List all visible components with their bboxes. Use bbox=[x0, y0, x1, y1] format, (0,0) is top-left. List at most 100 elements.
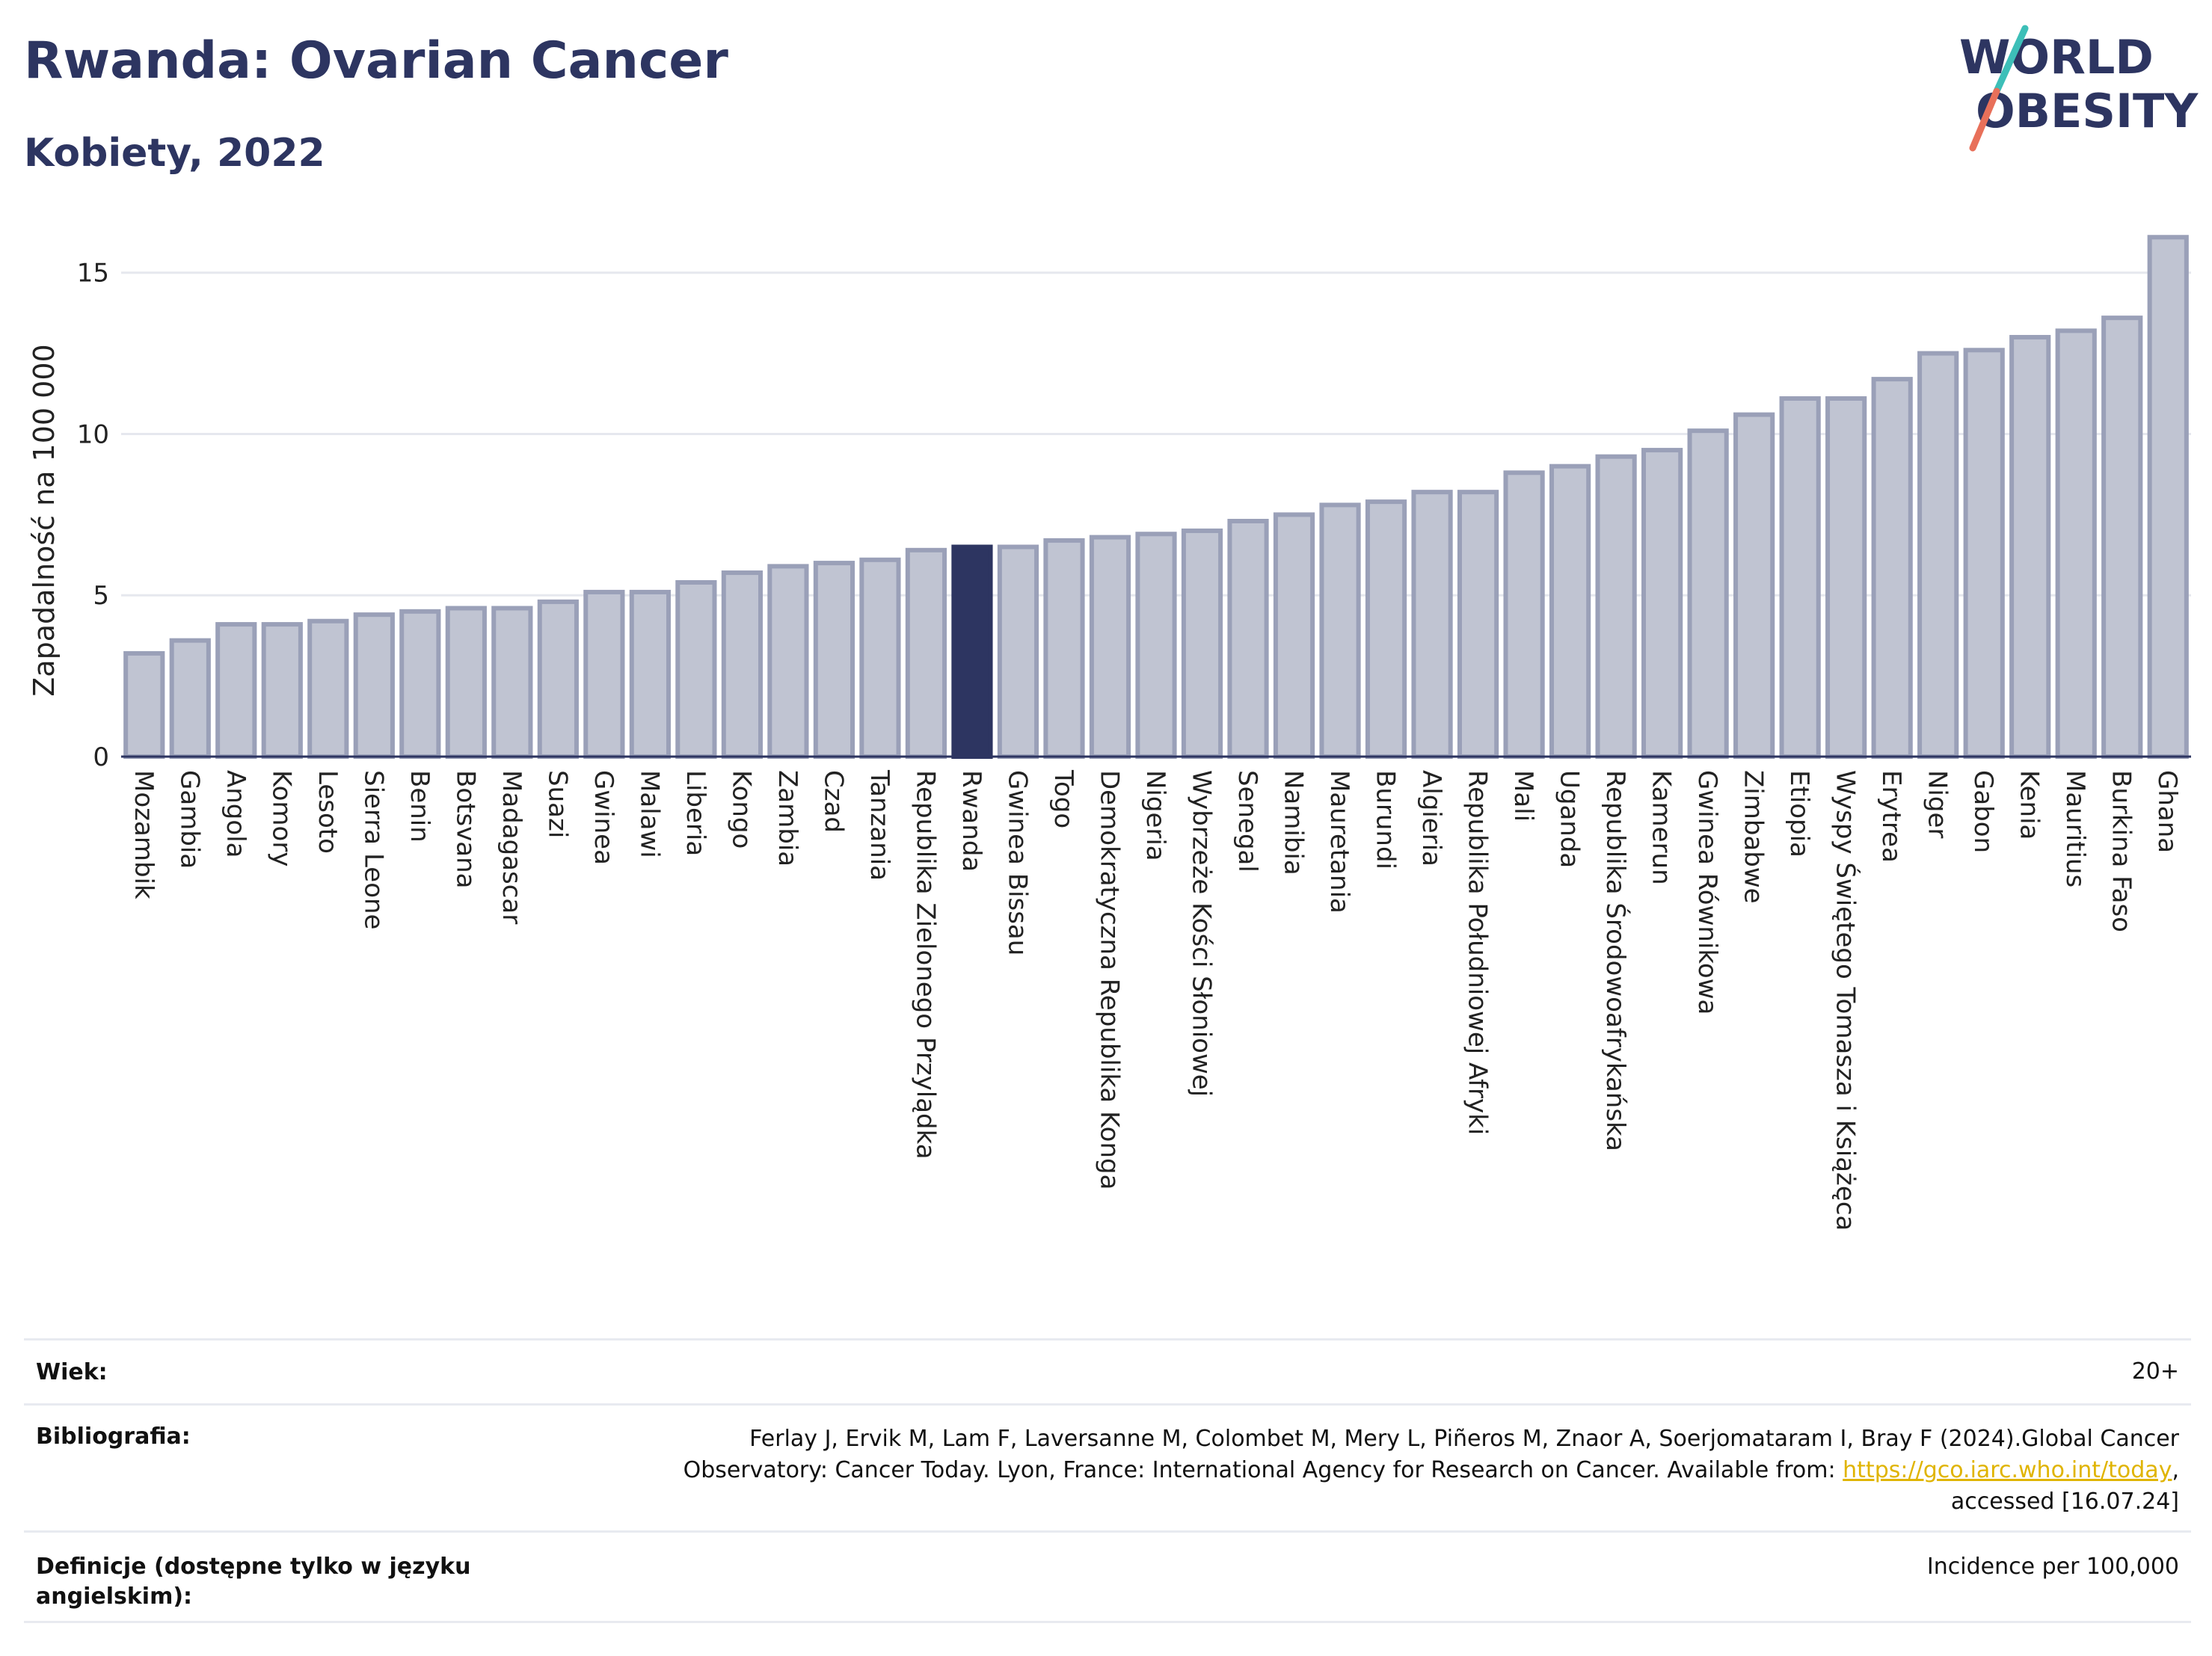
bar-togo bbox=[1043, 538, 1085, 759]
bibliography-comma: , bbox=[2172, 1457, 2179, 1483]
y-tick-label: 5 bbox=[93, 581, 109, 611]
bar-niger bbox=[1917, 351, 1959, 759]
definitions-label: Definicje (dostępne tylko w języku angie… bbox=[36, 1554, 471, 1610]
x-tick-label: Republika Południowej Afryki bbox=[1463, 770, 1493, 1135]
x-tick-label: Tanzania bbox=[864, 769, 894, 881]
x-tick-label: Algieria bbox=[1416, 770, 1446, 867]
chart-subtitle: Kobiety, 2022 bbox=[24, 131, 325, 176]
x-tick-label: Burundi bbox=[1371, 770, 1401, 869]
bar-ghana bbox=[2147, 235, 2189, 759]
x-tick-label: Nigeria bbox=[1140, 770, 1170, 861]
bar-lesoto bbox=[307, 618, 349, 759]
bar-komory bbox=[261, 622, 303, 760]
x-tick-label: Lesoto bbox=[313, 770, 342, 854]
bibliography-line2: Observatory: Cancer Today. Lyon, France:… bbox=[683, 1457, 1843, 1483]
x-tick-label: Liberia bbox=[681, 770, 710, 856]
y-tick-label: 10 bbox=[77, 419, 109, 449]
bibliography-label: Bibliografia: bbox=[36, 1423, 191, 1450]
bar-gwinea bbox=[583, 589, 625, 759]
bar-mauritius bbox=[2055, 328, 2097, 759]
bar-zimbabwe bbox=[1733, 412, 1775, 759]
bar-republika-środowoafrykańska bbox=[1595, 454, 1637, 759]
footer-row-bibliography: Bibliografia: Ferlay J, Ervik M, Lam F, … bbox=[24, 1403, 2191, 1530]
x-tick-label: Sierra Leone bbox=[358, 770, 388, 929]
bar-suazi bbox=[537, 599, 579, 760]
bars bbox=[123, 235, 2189, 760]
definitions-value: Incidence per 100,000 bbox=[1926, 1554, 2179, 1580]
x-tick-label: Mauritius bbox=[2060, 770, 2090, 887]
bar-senegal bbox=[1227, 518, 1269, 760]
bar-rwanda bbox=[951, 544, 993, 759]
bar-namibia bbox=[1273, 512, 1315, 759]
x-tick-label: Kenia bbox=[2015, 770, 2044, 840]
x-tick-label: Etiopia bbox=[1784, 770, 1814, 858]
x-tick-label: Malawi bbox=[634, 770, 664, 858]
x-tick-label: Gwinea bbox=[589, 770, 618, 865]
x-tick-label: Zimbabwe bbox=[1739, 770, 1769, 904]
bar-nigeria bbox=[1135, 532, 1177, 759]
bar-mali bbox=[1503, 470, 1545, 759]
bar-liberia bbox=[675, 579, 717, 759]
x-tick-label: Madagascar bbox=[497, 770, 526, 924]
x-tick-label: Republika Środowoafrykańska bbox=[1600, 770, 1631, 1151]
bibliography-value: Ferlay J, Ervik M, Lam F, Laversanne M, … bbox=[683, 1423, 2191, 1530]
bar-czad bbox=[813, 561, 855, 759]
x-axis-labels: Mozambik Gambia Angola Komory Lesoto Sierra L… bbox=[129, 769, 2182, 1231]
bar-zambia bbox=[767, 564, 809, 759]
y-axis-ticks: 0 5 10 15 bbox=[77, 259, 109, 772]
bar-wybrzeże-kości-słoniowej bbox=[1181, 528, 1223, 759]
x-tick-label: Gwinea Równikowa bbox=[1692, 770, 1722, 1015]
bar-benin bbox=[399, 609, 441, 759]
x-tick-label: Demokratyczna Republika Konga bbox=[1094, 770, 1124, 1189]
age-value: 20+ bbox=[2131, 1358, 2179, 1385]
x-tick-label: Mauretania bbox=[1324, 770, 1354, 914]
x-tick-label: Namibia bbox=[1279, 770, 1309, 875]
x-tick-label: Angola bbox=[221, 770, 251, 858]
x-tick-label: Komory bbox=[266, 770, 296, 867]
bibliography-line3: accessed [16.07.24] bbox=[1950, 1489, 2179, 1515]
logo-line1: WORLD bbox=[1959, 30, 2154, 84]
x-tick-label: Kamerun bbox=[1647, 770, 1677, 885]
footer-row-age: Wiek: 20+ bbox=[24, 1338, 2191, 1403]
bar-algieria bbox=[1411, 490, 1453, 760]
bar-kenia bbox=[2009, 335, 2051, 760]
x-tick-label: Wyspy Świętego Tomasza i Książęca bbox=[1831, 770, 1861, 1231]
bar-angola bbox=[215, 622, 257, 760]
x-tick-label: Gwinea Bissau bbox=[1002, 770, 1032, 955]
footer-row-definitions: Definicje (dostępne tylko w języku angie… bbox=[24, 1530, 2191, 1623]
bibliography-link[interactable]: https://gco.iarc.who.int/today bbox=[1843, 1457, 2172, 1483]
logo-slash-bottom bbox=[1969, 87, 2000, 152]
bar-gwinea-bissau bbox=[997, 544, 1039, 759]
y-axis-label: Zapadalność na 100 000 bbox=[28, 344, 61, 696]
bar-botsvana bbox=[445, 606, 487, 760]
x-tick-label: Senegal bbox=[1232, 770, 1262, 872]
x-tick-label: Suazi bbox=[542, 770, 572, 838]
bar-mauretania bbox=[1319, 502, 1361, 759]
logo-slash-top bbox=[1993, 25, 2029, 95]
x-tick-label: Niger bbox=[1923, 770, 1953, 838]
x-tick-label: Botsvana bbox=[450, 770, 480, 889]
logo-line2: OBESITY bbox=[1976, 84, 2199, 138]
bar-chart: 0 5 10 15 Mozambik Gambia Angola Komory Lesoto S… bbox=[28, 235, 2191, 1231]
x-tick-label: Mali bbox=[1508, 770, 1538, 822]
x-tick-label: Uganda bbox=[1555, 770, 1585, 868]
bar-erytrea bbox=[1871, 377, 1913, 759]
x-tick-label: Gambia bbox=[174, 770, 204, 869]
bar-gambia bbox=[169, 638, 211, 759]
bar-uganda bbox=[1549, 464, 1591, 759]
chart-title: Rwanda: Ovarian Cancer bbox=[24, 31, 728, 90]
x-tick-label: Benin bbox=[405, 770, 434, 843]
x-tick-label: Togo bbox=[1048, 769, 1078, 828]
bar-kamerun bbox=[1641, 448, 1683, 759]
bar-burundi bbox=[1365, 499, 1407, 759]
bar-kongo bbox=[721, 570, 764, 760]
x-tick-label: Burkina Faso bbox=[2107, 770, 2136, 932]
bar-gabon bbox=[1963, 348, 2005, 760]
x-tick-label: Kongo bbox=[726, 770, 756, 849]
bar-demokratyczna-republika-konga bbox=[1089, 535, 1131, 759]
bar-wyspy-świętego-tomasza-i-książęca bbox=[1825, 396, 1867, 759]
bar-tanzania bbox=[859, 557, 901, 759]
bar-republika-południowej-afryki bbox=[1457, 490, 1499, 760]
age-label: Wiek: bbox=[36, 1358, 108, 1385]
bibliography-line1: Ferlay J, Ervik M, Lam F, Laversanne M, … bbox=[749, 1426, 2179, 1452]
